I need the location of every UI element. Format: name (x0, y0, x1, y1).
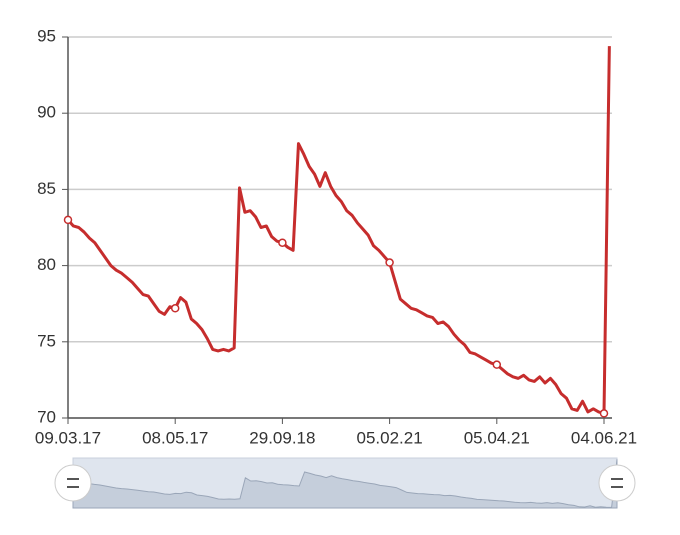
y-tick-label: 90 (37, 103, 56, 122)
point (170, 304, 180, 313)
y-tick-label: 75 (37, 331, 56, 350)
slider-handle-right[interactable] (598, 464, 636, 502)
y-tick-label: 95 (37, 26, 56, 45)
point (492, 360, 502, 369)
point (599, 409, 609, 418)
point (63, 215, 73, 225)
y-tick-label: 85 (37, 179, 56, 198)
x-tick-label: 08.05.17 (142, 428, 208, 447)
x-tick-label: 04.06.21 (571, 428, 637, 447)
x-tick-label: 05.04.21 (464, 428, 530, 447)
overview-area (72, 459, 618, 509)
x-tick-label: 05.02.21 (357, 428, 423, 447)
x-tick-label: 29.09.18 (249, 428, 315, 447)
y-tick-label: 80 (37, 255, 56, 274)
line (66, 46, 611, 415)
x-tick-label: 09.03.17 (35, 428, 101, 447)
y-tick-label: 70 (37, 407, 56, 426)
slider-handle-left[interactable] (54, 464, 92, 502)
point (278, 238, 287, 247)
point (385, 258, 394, 267)
